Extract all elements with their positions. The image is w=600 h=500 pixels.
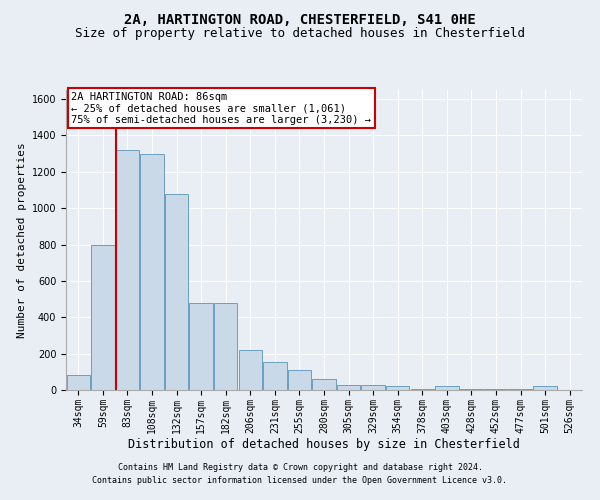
Bar: [410, 389, 434, 390]
Bar: [313, 379, 335, 390]
Bar: [460, 389, 483, 390]
Text: 2A, HARTINGTON ROAD, CHESTERFIELD, S41 0HE: 2A, HARTINGTON ROAD, CHESTERFIELD, S41 0…: [124, 12, 476, 26]
Text: Contains HM Land Registry data © Crown copyright and database right 2024.: Contains HM Land Registry data © Crown c…: [118, 464, 482, 472]
Bar: [533, 386, 557, 390]
Bar: [239, 350, 262, 390]
Text: 2A HARTINGTON ROAD: 86sqm
← 25% of detached houses are smaller (1,061)
75% of se: 2A HARTINGTON ROAD: 86sqm ← 25% of detac…: [71, 92, 371, 124]
Bar: [116, 150, 139, 390]
Bar: [140, 154, 164, 390]
Bar: [435, 386, 458, 390]
Y-axis label: Number of detached properties: Number of detached properties: [17, 142, 28, 338]
Bar: [288, 370, 311, 390]
Bar: [361, 386, 385, 390]
Bar: [67, 376, 90, 390]
Bar: [509, 389, 532, 390]
Bar: [337, 384, 360, 390]
Bar: [91, 244, 115, 390]
Bar: [190, 302, 213, 390]
Bar: [386, 386, 409, 390]
Bar: [263, 362, 287, 390]
Bar: [165, 194, 188, 390]
Bar: [484, 389, 508, 390]
X-axis label: Distribution of detached houses by size in Chesterfield: Distribution of detached houses by size …: [128, 438, 520, 452]
Text: Contains public sector information licensed under the Open Government Licence v3: Contains public sector information licen…: [92, 476, 508, 485]
Text: Size of property relative to detached houses in Chesterfield: Size of property relative to detached ho…: [75, 28, 525, 40]
Bar: [214, 302, 238, 390]
